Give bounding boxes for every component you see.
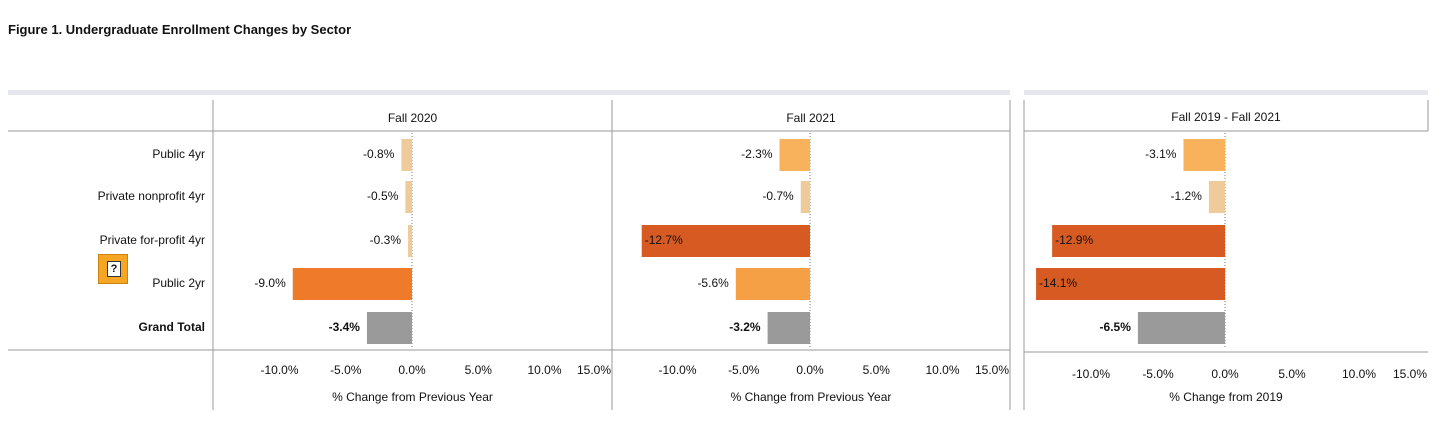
bar xyxy=(1183,139,1225,171)
x-tick-label: -10.0% xyxy=(658,363,696,377)
data-label: -5.6% xyxy=(697,276,729,290)
figure-title: Figure 1. Undergraduate Enrollment Chang… xyxy=(8,22,352,37)
data-label: -0.5% xyxy=(367,189,399,203)
x-tick-label: 5.0% xyxy=(1278,367,1306,381)
data-label: -0.3% xyxy=(370,233,402,247)
row-label: Public 4yr xyxy=(152,147,205,161)
bar xyxy=(1036,268,1225,300)
bar xyxy=(1208,181,1225,213)
x-tick-label: 10.0% xyxy=(1342,367,1376,381)
data-label: -1.2% xyxy=(1171,189,1203,203)
bar xyxy=(779,139,810,171)
x-tick-label: -5.0% xyxy=(728,363,760,377)
data-label: -12.9% xyxy=(1055,233,1093,247)
bar xyxy=(366,312,412,344)
x-tick-label: 10.0% xyxy=(925,363,959,377)
x-tick-label: -5.0% xyxy=(330,363,362,377)
data-label: -3.1% xyxy=(1145,147,1177,161)
bar xyxy=(800,181,810,213)
data-label: -6.5% xyxy=(1100,320,1132,334)
bar xyxy=(1052,225,1225,257)
x-tick-label: -10.0% xyxy=(1072,367,1110,381)
bar xyxy=(767,312,810,344)
help-button[interactable]: ? xyxy=(98,254,128,284)
bar xyxy=(1137,312,1225,344)
data-label: -3.4% xyxy=(329,320,361,334)
data-label: -9.0% xyxy=(254,276,286,290)
x-tick-label: -10.0% xyxy=(260,363,298,377)
x-tick-label: 15.0% xyxy=(975,363,1009,377)
row-label: Private nonprofit 4yr xyxy=(98,189,205,203)
header-band xyxy=(8,90,1010,95)
x-tick-label: -5.0% xyxy=(1142,367,1174,381)
bar xyxy=(641,225,810,257)
data-label: -0.7% xyxy=(762,189,794,203)
x-tick-label: 10.0% xyxy=(527,363,561,377)
data-label: -2.3% xyxy=(741,147,773,161)
bar xyxy=(401,139,412,171)
bar xyxy=(408,225,412,257)
bar xyxy=(735,268,810,300)
header-band xyxy=(1024,90,1428,95)
row-label: Private for-profit 4yr xyxy=(100,233,205,247)
x-tick-label: 15.0% xyxy=(577,363,611,377)
row-label: Public 2yr xyxy=(152,276,205,290)
bar xyxy=(292,268,412,300)
x-axis-label: % Change from Previous Year xyxy=(731,390,892,404)
x-tick-label: 15.0% xyxy=(1393,367,1427,381)
x-tick-label: 0.0% xyxy=(398,363,426,377)
x-tick-label: 5.0% xyxy=(465,363,493,377)
data-label: -3.2% xyxy=(729,320,761,334)
x-axis-label: % Change from Previous Year xyxy=(332,390,493,404)
data-label: -14.1% xyxy=(1039,276,1077,290)
panel-title: Fall 2021 xyxy=(786,111,836,125)
x-tick-label: 5.0% xyxy=(863,363,891,377)
x-tick-label: 0.0% xyxy=(1211,367,1239,381)
panel-title: Fall 2019 - Fall 2021 xyxy=(1171,110,1281,124)
bar xyxy=(405,181,412,213)
x-axis-label: % Change from 2019 xyxy=(1169,390,1283,404)
data-label: -0.8% xyxy=(363,147,395,161)
data-label: -12.7% xyxy=(645,233,683,247)
help-icon: ? xyxy=(107,261,121,277)
x-tick-label: 0.0% xyxy=(796,363,824,377)
row-label: Grand Total xyxy=(139,320,205,334)
panel-title: Fall 2020 xyxy=(388,111,438,125)
